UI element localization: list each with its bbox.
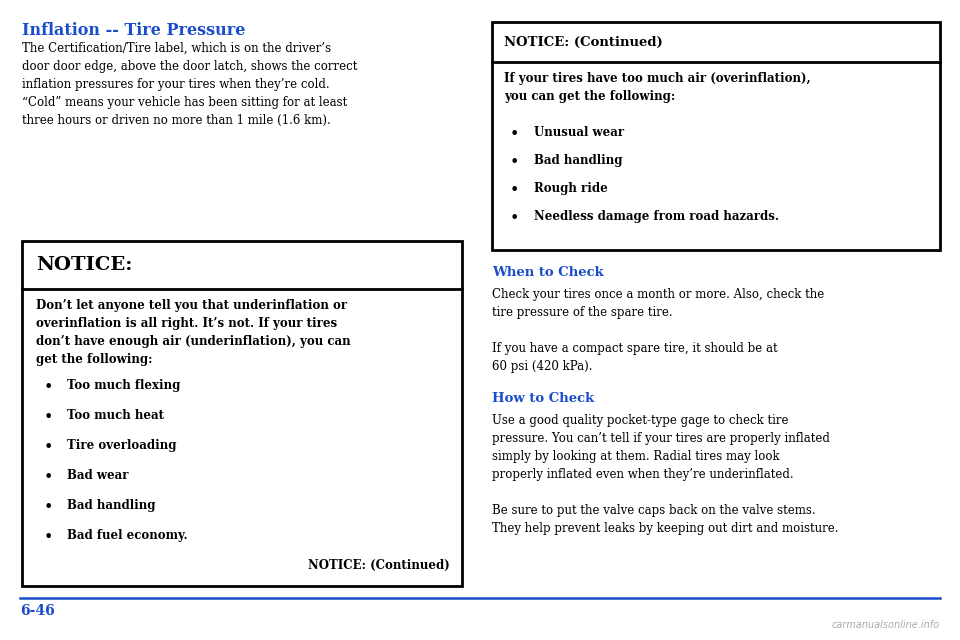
Text: NOTICE: (Continued): NOTICE: (Continued) (308, 559, 450, 572)
Text: Bad fuel economy.: Bad fuel economy. (67, 529, 187, 542)
Text: 6-46: 6-46 (20, 604, 55, 618)
Text: •: • (44, 409, 54, 426)
Text: Bad handling: Bad handling (534, 154, 622, 167)
Text: •: • (510, 154, 519, 171)
Text: •: • (44, 529, 54, 546)
Text: •: • (44, 379, 54, 396)
Text: •: • (510, 182, 519, 199)
Text: •: • (510, 210, 519, 227)
Text: •: • (510, 126, 519, 143)
Text: Too much heat: Too much heat (67, 409, 164, 422)
Text: NOTICE: (Continued): NOTICE: (Continued) (504, 35, 662, 49)
Text: Tire overloading: Tire overloading (67, 439, 177, 452)
Text: Bad handling: Bad handling (67, 499, 156, 512)
Text: •: • (44, 499, 54, 516)
Text: NOTICE:: NOTICE: (36, 256, 132, 274)
Text: How to Check: How to Check (492, 392, 594, 405)
Text: Unusual wear: Unusual wear (534, 126, 624, 139)
Text: •: • (44, 469, 54, 486)
Text: Too much flexing: Too much flexing (67, 379, 180, 392)
Text: •: • (44, 439, 54, 456)
Text: Rough ride: Rough ride (534, 182, 608, 195)
Text: Inflation -- Tire Pressure: Inflation -- Tire Pressure (22, 22, 246, 39)
Text: carmanualsonline.info: carmanualsonline.info (832, 620, 940, 630)
Bar (22, 241, 462, 586)
Text: Bad wear: Bad wear (67, 469, 129, 482)
Bar (492, 22, 940, 250)
Text: Don’t let anyone tell you that underinflation or
overinflation is all right. It’: Don’t let anyone tell you that underinfl… (36, 299, 350, 366)
Text: Needless damage from road hazards.: Needless damage from road hazards. (534, 210, 779, 223)
Text: If your tires have too much air (overinflation),
you can get the following:: If your tires have too much air (overinf… (504, 72, 810, 103)
Text: When to Check: When to Check (492, 266, 604, 279)
Text: Check your tires once a month or more. Also, check the
tire pressure of the spar: Check your tires once a month or more. A… (492, 288, 825, 373)
Text: Use a good quality pocket-type gage to check tire
pressure. You can’t tell if yo: Use a good quality pocket-type gage to c… (492, 414, 838, 535)
Text: The Certification/Tire label, which is on the driver’s
door door edge, above the: The Certification/Tire label, which is o… (22, 42, 357, 127)
